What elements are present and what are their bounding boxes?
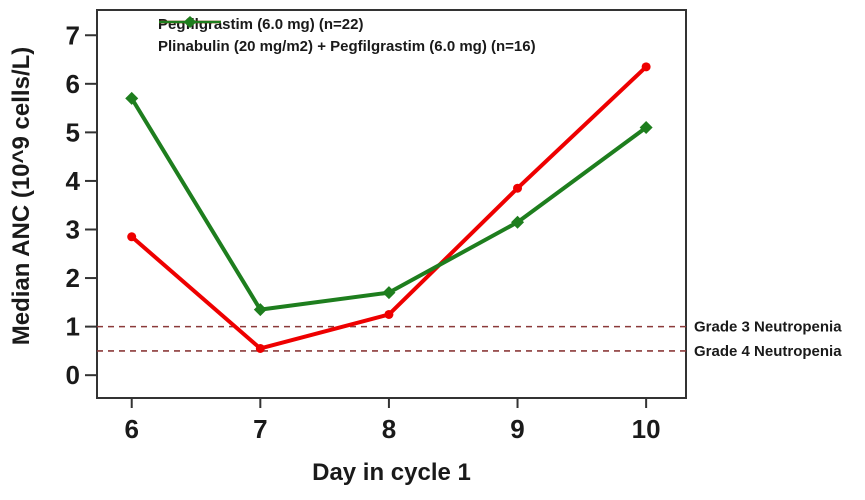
y-tick-label: 7: [66, 20, 80, 50]
legend: Pegfilgrastim (6.0 mg) (n=22) Plinabulin…: [158, 14, 536, 58]
series-line-pegfilgrastim: [129, 64, 649, 351]
y-tick-label: 0: [66, 360, 80, 390]
data-point-diamond-icon: [382, 286, 396, 300]
data-point-circle-icon: [641, 62, 651, 72]
y-tick-label: 2: [66, 263, 80, 293]
data-point-diamond-icon: [125, 91, 139, 105]
x-tick-label: 6: [124, 414, 138, 444]
y-tick-label: 3: [66, 214, 80, 244]
legend-diamond-marker-icon: [183, 16, 197, 28]
x-tick-label: 10: [632, 414, 661, 444]
x-tick-label: 9: [510, 414, 524, 444]
y-axis-label: Median ANC (10^9 cells/L): [8, 46, 35, 346]
legend-label-pegfilgrastim: Pegfilgrastim (6.0 mg) (n=22): [158, 16, 364, 33]
data-point-circle-icon: [255, 343, 265, 353]
data-point-diamond-icon: [253, 303, 267, 317]
grade-4-neutropenia-label: Grade 4 Neutropenia: [694, 343, 842, 360]
legend-item-plinabulin: Plinabulin (20 mg/m2) + Pegfilgrastim (6…: [158, 16, 536, 58]
grade-3-neutropenia-label: Grade 3 Neutropenia: [694, 319, 842, 336]
data-point-diamond-icon: [639, 121, 653, 135]
data-point-circle-icon: [384, 309, 394, 319]
y-tick-label: 5: [66, 117, 80, 147]
x-tick-label: 7: [253, 414, 267, 444]
y-tick-label: 1: [66, 312, 80, 342]
series-line-plinabulin: [129, 96, 649, 312]
y-tick-label: 4: [66, 166, 81, 196]
legend-swatch-plinabulin: [159, 16, 221, 28]
data-point-circle-icon: [513, 183, 523, 193]
x-axis-label: Day in cycle 1: [312, 459, 471, 486]
x-tick-label: 8: [382, 414, 396, 444]
data-point-circle-icon: [127, 232, 137, 242]
data-point-diamond-icon: [511, 215, 525, 229]
legend-label-plinabulin: Plinabulin (20 mg/m2) + Pegfilgrastim (6…: [158, 38, 536, 55]
plot-frame: [96, 9, 687, 399]
y-tick-label: 6: [66, 69, 80, 99]
